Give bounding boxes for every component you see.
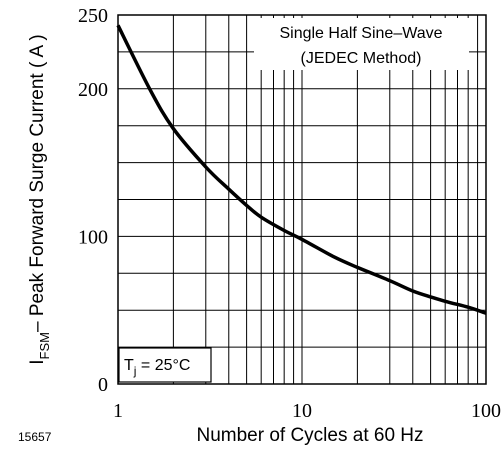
annotation-line-2: (JEDEC Method) <box>301 50 422 67</box>
x-tick-label: 100 <box>471 400 501 422</box>
y-tick-label: 250 <box>78 5 108 27</box>
y-tick-label: 100 <box>78 226 108 248</box>
y-axis-label-symbol: I <box>27 359 48 364</box>
y-axis-label-subscript: FSM <box>37 332 52 359</box>
plot-frame <box>117 14 487 385</box>
temperature-symbol: T <box>124 357 134 374</box>
temperature-subscript: j <box>133 364 137 378</box>
figure-id: 15657 <box>18 430 52 444</box>
y-tick-label: 0 <box>98 374 108 396</box>
temperature-label: Tj = 25°C <box>124 357 190 378</box>
x-tick-labels: 1 10 100 <box>113 400 501 422</box>
x-tick-label: 10 <box>292 400 312 422</box>
y-tick-label: 200 <box>78 79 108 101</box>
temperature-value: = 25°C <box>136 357 190 374</box>
x-tick-label: 1 <box>113 400 123 422</box>
annotation-line-1: Single Half Sine–Wave <box>279 25 442 42</box>
chart-grid <box>118 15 486 384</box>
y-axis-label: IFSM– Peak Forward Surge Current ( A ) <box>27 34 52 365</box>
y-axis-label-text: – Peak Forward Surge Current ( A ) <box>27 34 48 332</box>
y-tick-labels: 0 100 200 250 <box>78 5 108 396</box>
x-axis-label: Number of Cycles at 60 Hz <box>196 425 423 446</box>
surge-current-curve <box>116 24 487 315</box>
annotation-box <box>254 18 469 70</box>
temperature-box <box>118 347 212 383</box>
